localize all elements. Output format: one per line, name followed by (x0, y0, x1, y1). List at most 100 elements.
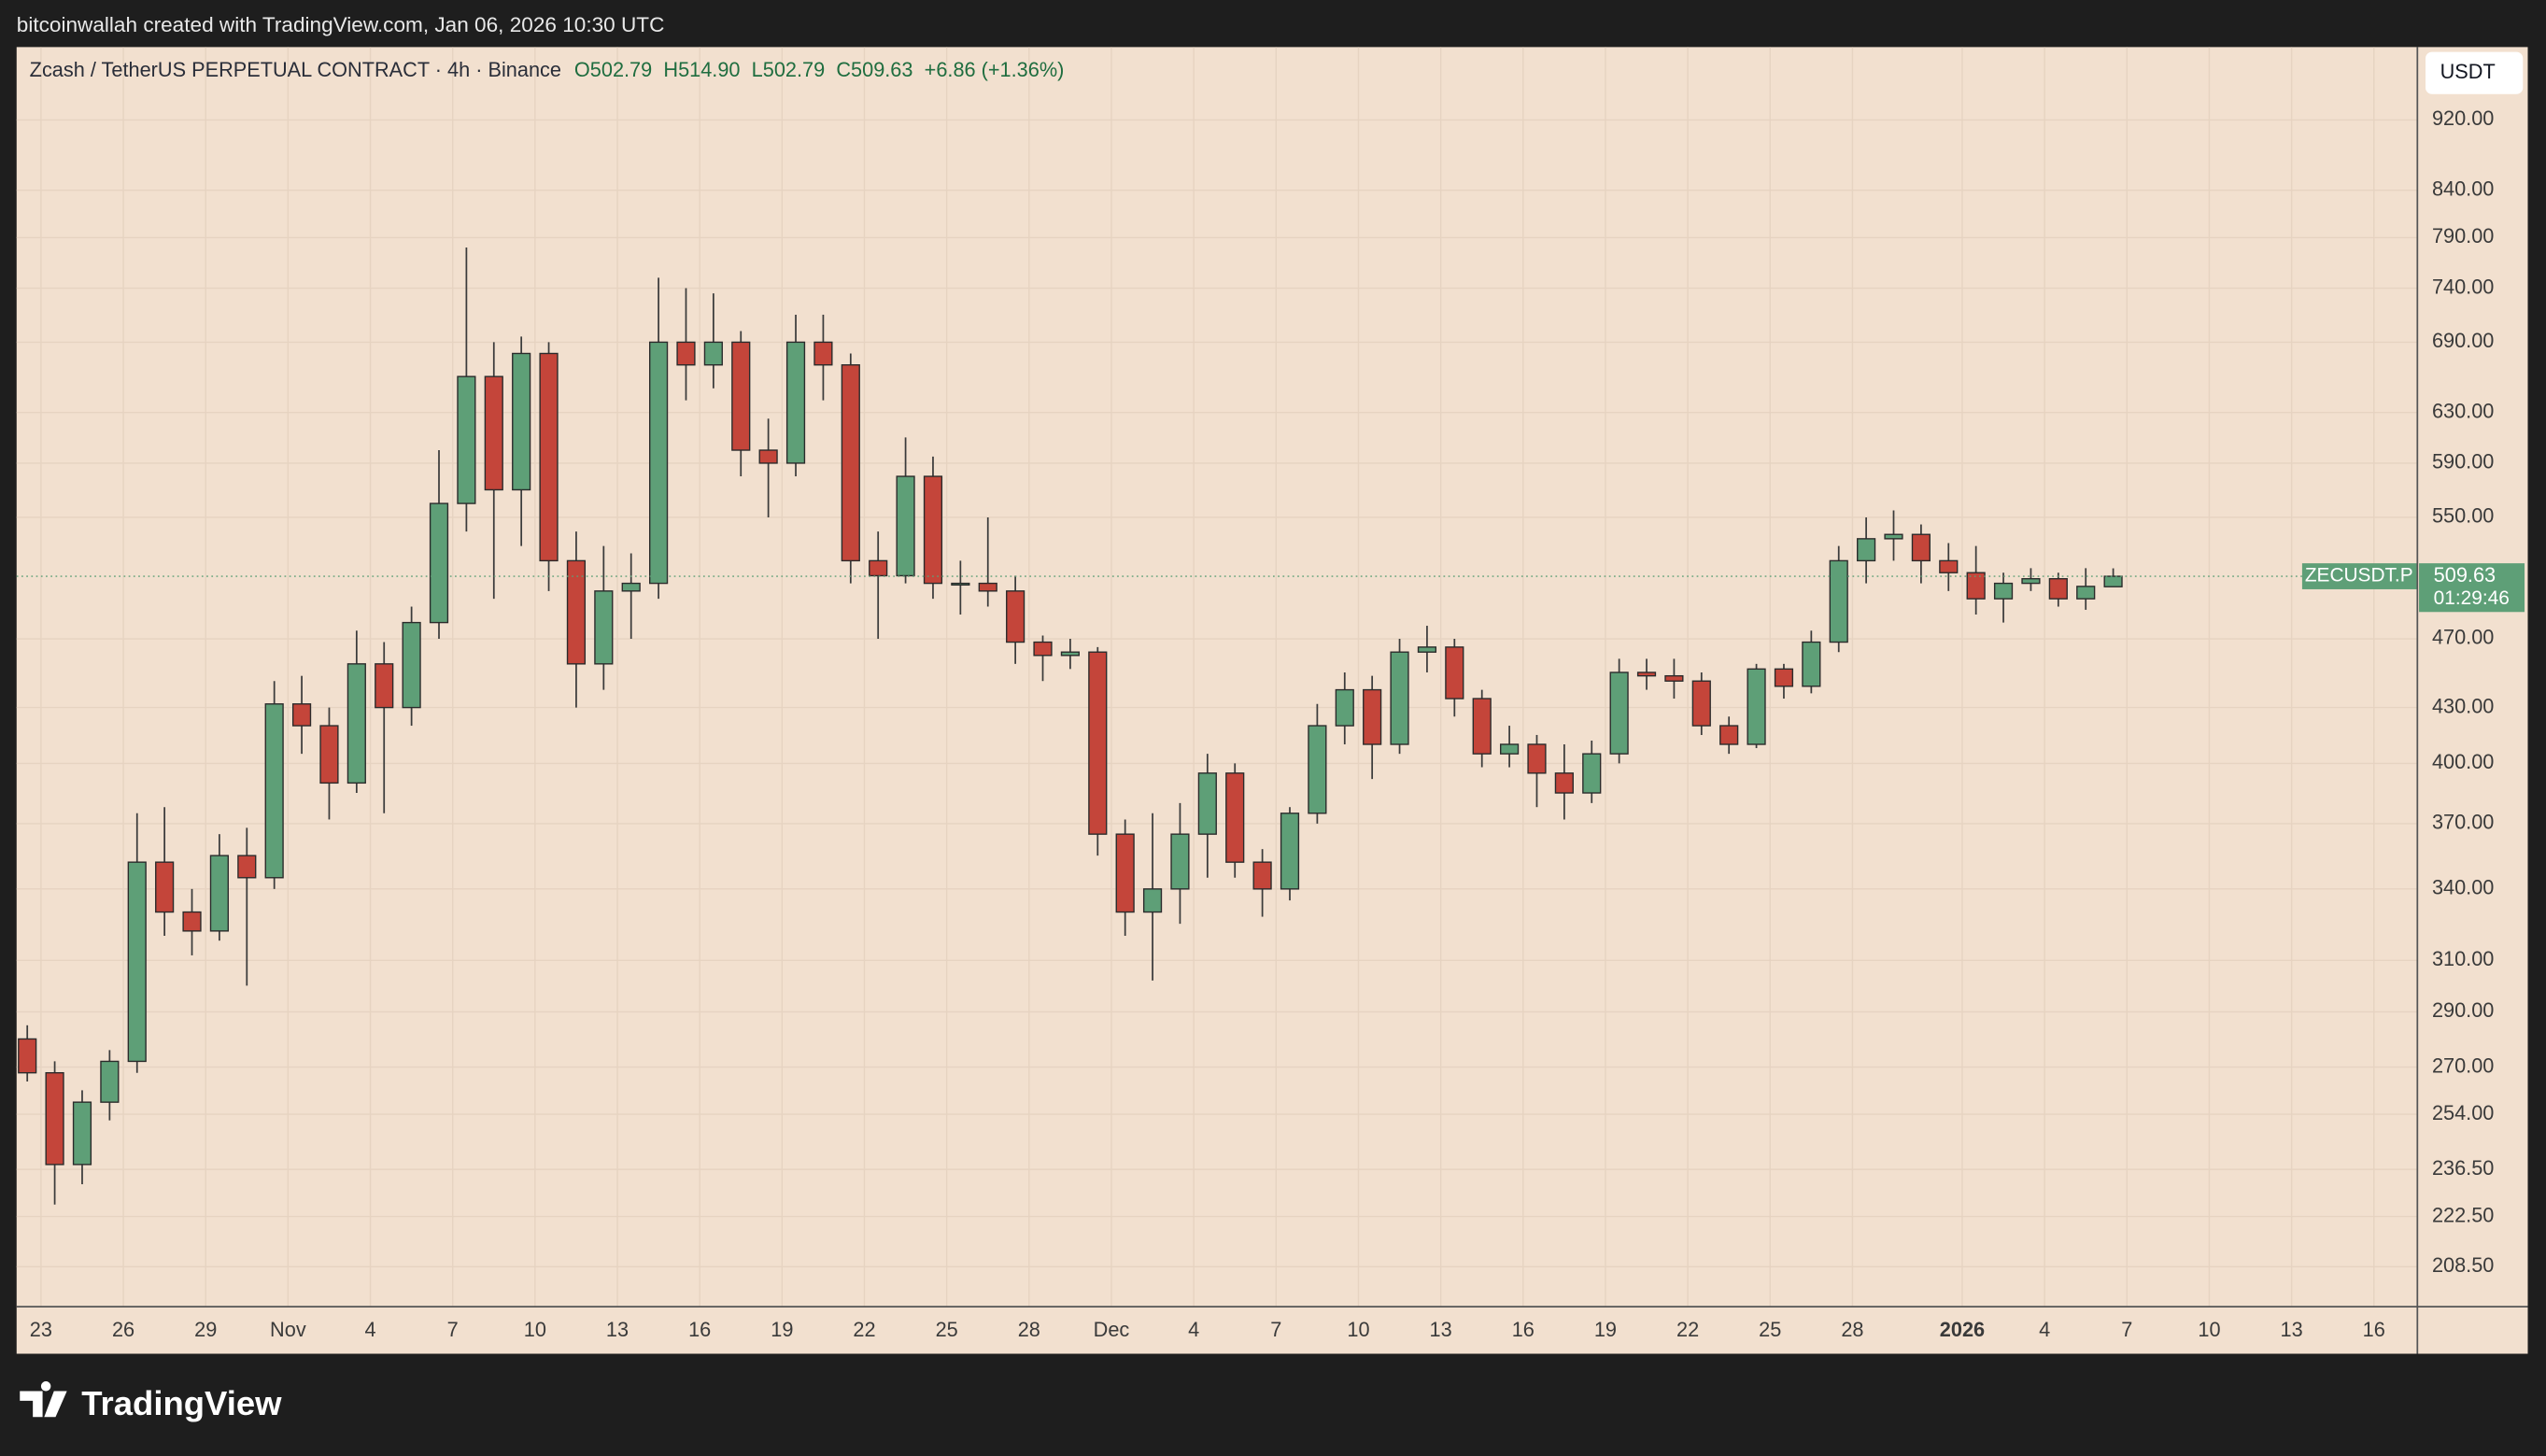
candle-body (1857, 538, 1876, 562)
candle-body (375, 663, 394, 709)
candle-body (182, 911, 202, 932)
x-tick-label: 13 (1430, 1318, 1452, 1341)
x-tick-label: 10 (1347, 1318, 1369, 1341)
currency-label[interactable]: USDT (2440, 60, 2496, 83)
price-tag (2419, 563, 2525, 613)
candle-body (1142, 888, 1163, 913)
candle-body (1280, 813, 1300, 890)
candle-body (1582, 753, 1602, 794)
candle-body (758, 449, 778, 464)
x-tick-label: 23 (30, 1318, 52, 1341)
y-tick-label: 790.00 (2432, 224, 2494, 247)
x-tick-label: 19 (1594, 1318, 1617, 1341)
y-tick-label: 340.00 (2432, 876, 2494, 899)
candle-body (1966, 572, 1986, 600)
candle-body (923, 475, 943, 585)
x-tick-label: 4 (2039, 1318, 2050, 1341)
candle-body (291, 703, 312, 727)
x-tick-label: 22 (853, 1318, 875, 1341)
candle-body (1445, 646, 1464, 700)
candle-body (731, 341, 751, 451)
candle-body (1033, 641, 1053, 657)
candle-body (621, 582, 641, 592)
y-tick-label: 840.00 (2432, 177, 2494, 200)
y-tick-label: 400.00 (2432, 750, 2494, 773)
candle-body (2048, 578, 2068, 600)
candle-body (457, 375, 476, 504)
candle-body (785, 341, 806, 464)
y-tick-label: 740.00 (2432, 275, 2494, 298)
candle-body (1390, 651, 1409, 745)
logo-icon (20, 1381, 67, 1418)
y-tick-label: 310.00 (2432, 947, 2494, 970)
x-tick-label: 2026 (1940, 1318, 1985, 1341)
y-tick-label: 590.00 (2432, 450, 2494, 474)
x-tick-label: 7 (1270, 1318, 1281, 1341)
y-tick-label: 920.00 (2432, 106, 2494, 130)
x-tick-label: Nov (270, 1318, 306, 1341)
candle-body (1060, 651, 1080, 657)
candle-body (1115, 833, 1135, 913)
x-tick-label: 16 (2363, 1318, 2385, 1341)
candle-body (2076, 586, 2096, 600)
ohlc-value: C509.63 (836, 58, 912, 81)
candle-body (45, 1071, 64, 1166)
x-tick-label: 7 (2121, 1318, 2132, 1341)
x-tick-label: 16 (688, 1318, 711, 1341)
x-tick-label: 29 (194, 1318, 217, 1341)
candle-body (429, 502, 449, 624)
y-tick-label: 254.00 (2432, 1101, 2494, 1124)
candle-body (1636, 671, 1657, 677)
candle-body (1527, 743, 1547, 774)
candle-body (1884, 533, 1903, 540)
candle-body (1335, 688, 1354, 727)
chart-background (16, 47, 2528, 1354)
candle-body (1252, 861, 1272, 890)
candle-body (100, 1060, 120, 1103)
candle-body (649, 341, 669, 585)
candle-body (484, 375, 503, 491)
candle-body (1554, 772, 1574, 794)
candle-body (896, 475, 915, 577)
x-tick-label: Dec (1094, 1318, 1130, 1341)
candle-body (72, 1101, 92, 1166)
candle-body (1691, 680, 1711, 727)
candle-body (512, 352, 531, 491)
x-tick-label: 16 (1512, 1318, 1535, 1341)
candle-body (676, 341, 696, 366)
y-tick-label: 208.50 (2432, 1253, 2494, 1277)
y-tick-label: 630.00 (2432, 399, 2494, 422)
candle-body (1993, 582, 2014, 600)
y-tick-label: 470.00 (2432, 626, 2494, 649)
candle-body (1939, 559, 1959, 573)
ohlc-value: L502.79 (752, 58, 826, 81)
y-tick-label: 222.50 (2432, 1203, 2494, 1226)
candle-body (264, 703, 284, 879)
x-tick-label: 7 (447, 1318, 459, 1341)
candle-body (1829, 559, 1848, 643)
ohlc-value: O502.79 (574, 58, 652, 81)
x-tick-label: 19 (771, 1318, 793, 1341)
symbol-title: Zcash / TetherUS PERPETUAL CONTRACT · 4h… (30, 58, 561, 81)
candle-body (813, 341, 833, 366)
currency-button[interactable] (2425, 51, 2524, 94)
y-tick-label: 690.00 (2432, 329, 2494, 352)
candle-body (1088, 651, 1108, 835)
candle-body (1747, 668, 1766, 745)
candle-body (566, 559, 587, 665)
y-tick-label: 370.00 (2432, 811, 2494, 834)
candle-body (594, 590, 614, 665)
candle-body (978, 582, 997, 592)
candle-body (155, 861, 175, 913)
candle-body (1911, 533, 1931, 562)
candle-body (1197, 772, 1217, 835)
y-tick-label: 290.00 (2432, 998, 2494, 1022)
x-tick-label: 4 (1188, 1318, 1199, 1341)
candle-body (1774, 668, 1794, 687)
candle-body (402, 621, 421, 709)
candle-body (1664, 674, 1684, 682)
candle-body (2021, 578, 2041, 585)
